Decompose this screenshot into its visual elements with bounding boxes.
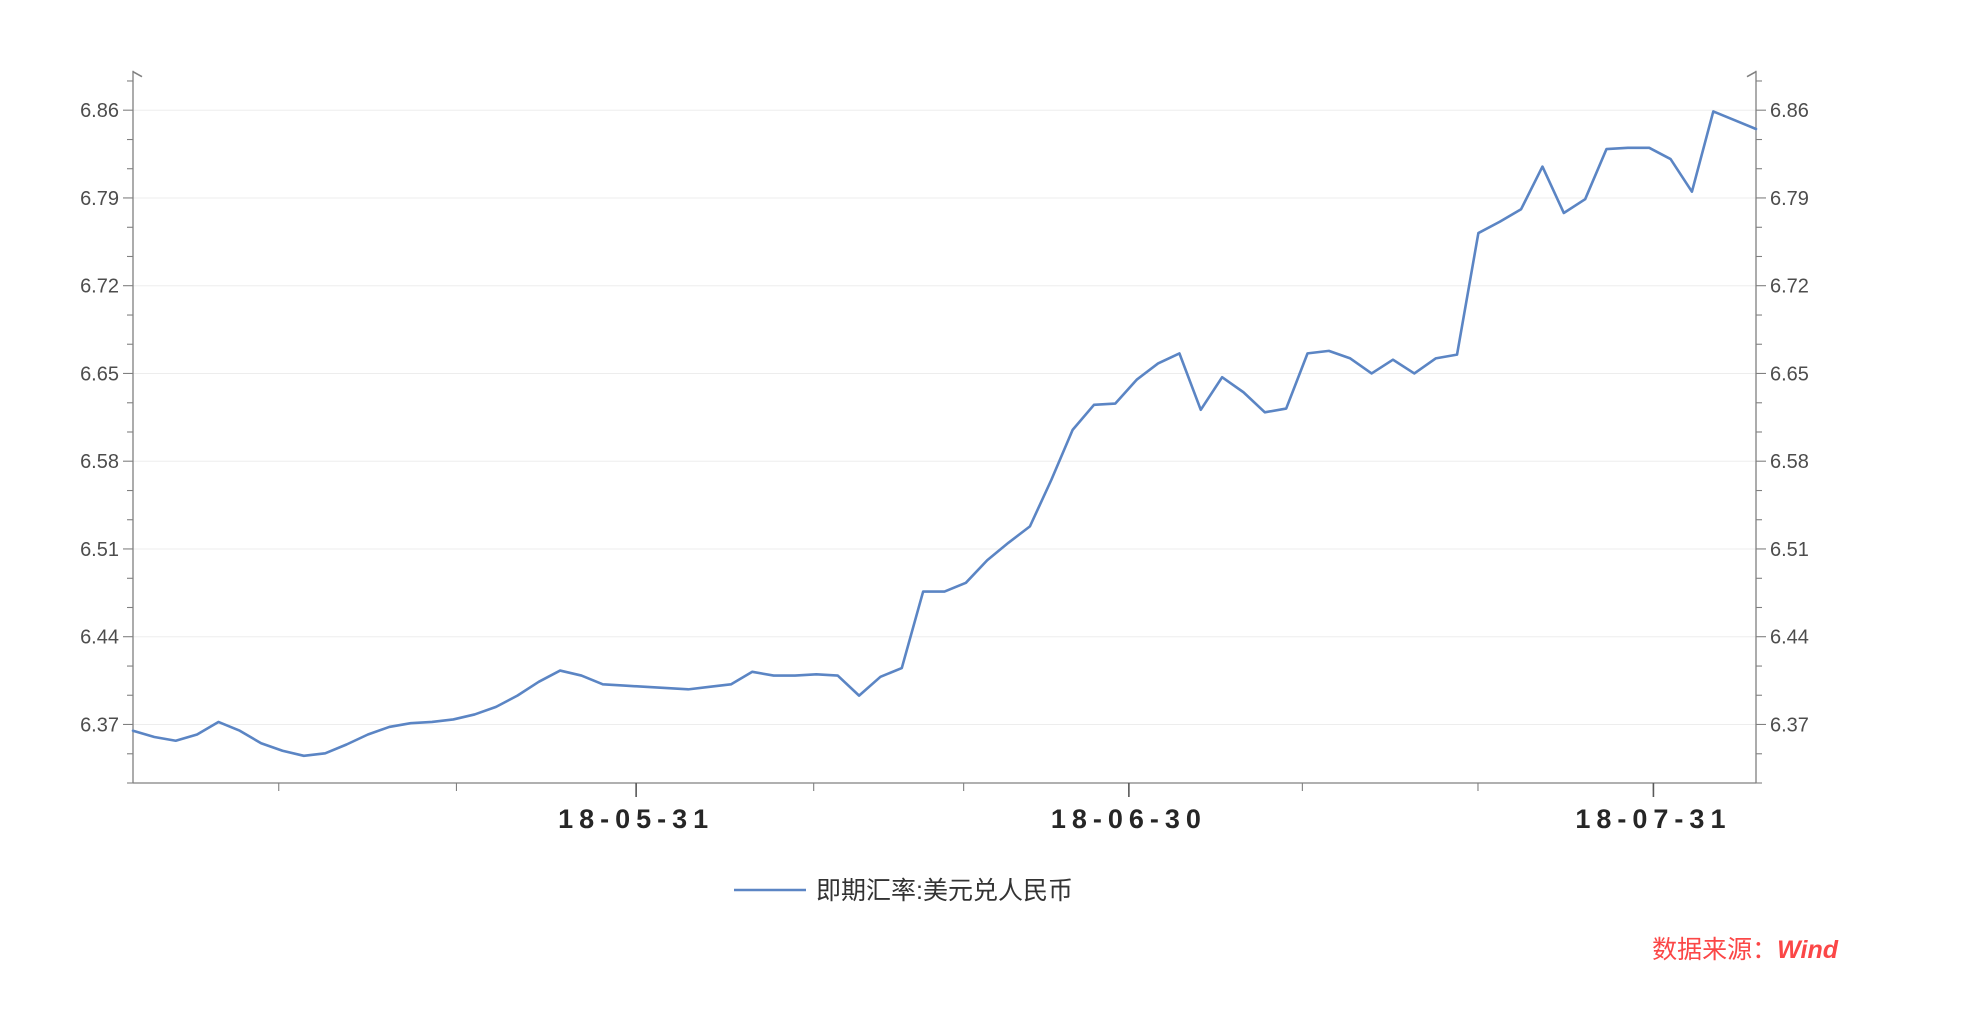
svg-text:6.51: 6.51	[1770, 539, 1809, 561]
svg-text:18-07-31: 18-07-31	[1575, 804, 1731, 834]
svg-text:6.37: 6.37	[80, 714, 119, 736]
svg-text:数据来源：Wind: 数据来源：Wind	[1652, 936, 1839, 964]
svg-text:6.58: 6.58	[80, 451, 119, 473]
svg-text:6.44: 6.44	[1770, 627, 1809, 649]
svg-text:6.72: 6.72	[1770, 276, 1809, 298]
svg-text:6.79: 6.79	[1770, 188, 1809, 210]
svg-text:6.65: 6.65	[1770, 363, 1809, 385]
svg-text:即期汇率:美元兑人民币: 即期汇率:美元兑人民币	[816, 877, 1073, 905]
svg-text:18-05-31: 18-05-31	[558, 804, 714, 834]
svg-text:6.72: 6.72	[80, 276, 119, 298]
svg-text:18-06-30: 18-06-30	[1051, 804, 1207, 834]
svg-text:6.51: 6.51	[80, 539, 119, 561]
svg-text:6.37: 6.37	[1770, 714, 1809, 736]
svg-text:6.86: 6.86	[80, 100, 119, 122]
svg-text:6.79: 6.79	[80, 188, 119, 210]
svg-text:6.58: 6.58	[1770, 451, 1809, 473]
svg-text:6.65: 6.65	[80, 363, 119, 385]
svg-text:6.86: 6.86	[1770, 100, 1809, 122]
svg-text:6.44: 6.44	[80, 627, 119, 649]
